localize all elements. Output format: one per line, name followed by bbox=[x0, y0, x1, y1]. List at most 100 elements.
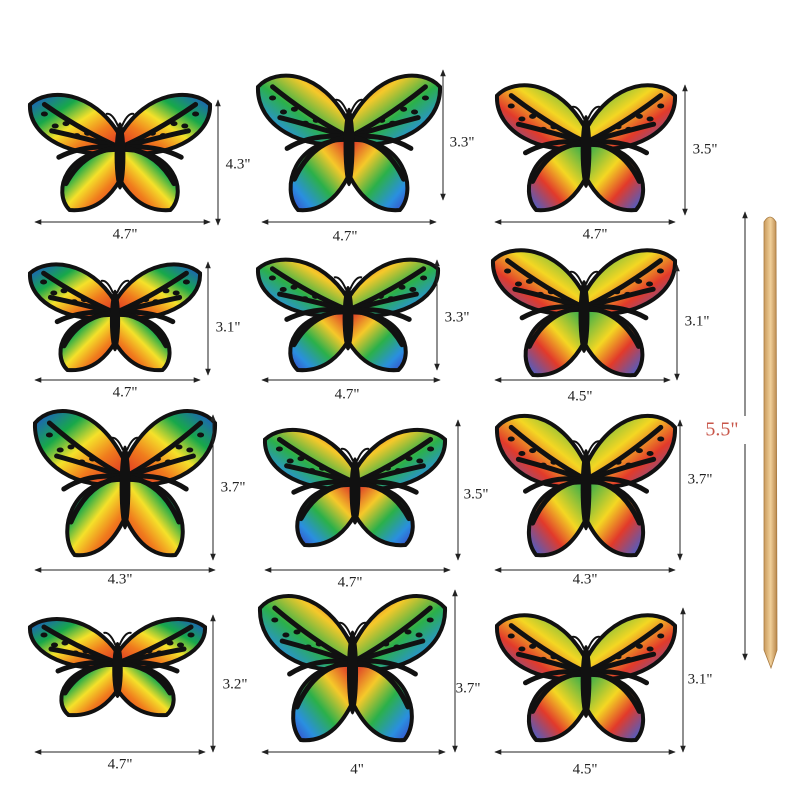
wing-spot bbox=[646, 451, 654, 456]
wing-spot bbox=[62, 121, 70, 127]
butterfly-wings bbox=[345, 257, 441, 373]
antennae bbox=[338, 621, 367, 636]
wing-spot bbox=[614, 124, 622, 130]
wing-spot bbox=[507, 436, 515, 442]
wing-spot bbox=[177, 642, 184, 648]
wing-spot bbox=[181, 123, 189, 129]
height-label: 3.3" bbox=[445, 309, 470, 325]
wing bbox=[288, 137, 351, 213]
wing-spot bbox=[411, 109, 419, 115]
wing-spot bbox=[78, 459, 86, 465]
wing-spot bbox=[159, 133, 167, 139]
butterfly bbox=[255, 73, 443, 213]
wing-spot bbox=[40, 279, 48, 285]
butterfly-body bbox=[342, 286, 354, 351]
butterfly-body bbox=[346, 630, 359, 715]
width-label: 4.7" bbox=[113, 226, 138, 242]
wing-spot bbox=[504, 268, 512, 274]
wing-vein bbox=[583, 477, 642, 526]
wing-spot bbox=[172, 290, 180, 296]
antennae bbox=[571, 440, 601, 454]
butterfly-wings bbox=[27, 617, 120, 718]
wing-spot bbox=[405, 456, 413, 462]
wing-spot bbox=[550, 124, 558, 130]
antennae bbox=[571, 105, 601, 120]
wing-spot bbox=[286, 458, 294, 464]
wing-spot bbox=[624, 291, 632, 297]
wing-spot bbox=[268, 275, 276, 281]
wing-spot bbox=[416, 458, 424, 464]
wing-spot bbox=[175, 444, 183, 450]
wing-vein bbox=[61, 310, 118, 349]
width-label: 4.7" bbox=[108, 756, 133, 772]
wing-spot bbox=[389, 120, 397, 126]
butterfly-wings bbox=[122, 409, 218, 558]
wing-spot bbox=[182, 279, 190, 285]
wing-spot bbox=[142, 297, 150, 303]
wing-spot bbox=[50, 290, 58, 296]
wing-spot bbox=[80, 297, 88, 303]
wing-vein bbox=[583, 139, 642, 184]
wing bbox=[582, 307, 645, 378]
wing-spot bbox=[518, 646, 526, 652]
wing-spot bbox=[166, 640, 174, 646]
wing-spot bbox=[539, 462, 547, 468]
butterfly-wings bbox=[346, 73, 443, 213]
wing-spot bbox=[279, 287, 287, 292]
wing-spot bbox=[312, 293, 320, 299]
butterfly-wings bbox=[494, 413, 589, 558]
width-label: 4.5" bbox=[568, 388, 593, 404]
wing-spot bbox=[613, 289, 621, 295]
wing-vein bbox=[352, 480, 412, 522]
butterfly-body bbox=[114, 122, 126, 190]
butterfly-body bbox=[119, 445, 131, 530]
wing-spot bbox=[297, 456, 305, 462]
wing-spot bbox=[409, 287, 417, 292]
antennae bbox=[334, 98, 364, 113]
wing-spot bbox=[625, 462, 633, 468]
wing-spot bbox=[507, 633, 515, 639]
antennae bbox=[100, 279, 130, 294]
wing-spot bbox=[51, 642, 58, 648]
wing-spot bbox=[635, 643, 643, 649]
wing-spot bbox=[156, 650, 163, 656]
butterfly bbox=[494, 613, 678, 743]
wing-spot bbox=[186, 447, 194, 453]
wing bbox=[350, 662, 414, 743]
wing-spot bbox=[271, 617, 279, 623]
wing-spot bbox=[82, 648, 90, 654]
antennae bbox=[571, 635, 601, 650]
wing-spot bbox=[657, 633, 665, 639]
wing-spot bbox=[518, 116, 526, 122]
butterfly-wings bbox=[27, 262, 118, 373]
width-label: 4.3" bbox=[573, 571, 598, 587]
wing-spot bbox=[290, 106, 298, 112]
butterfly-wings bbox=[112, 262, 203, 373]
wing-spot bbox=[308, 468, 316, 474]
butterfly-wings bbox=[255, 257, 351, 373]
butterfly-body bbox=[112, 642, 123, 698]
wing-spot bbox=[51, 123, 59, 129]
wing-vein bbox=[530, 477, 589, 526]
butterfly-wings bbox=[583, 613, 678, 743]
wing-spot bbox=[404, 629, 412, 635]
height-label: 3.7" bbox=[688, 471, 713, 487]
width-label: 4.7" bbox=[113, 384, 138, 400]
antennae bbox=[103, 631, 132, 646]
wing-spot bbox=[40, 632, 48, 638]
height-label: 3.7" bbox=[221, 479, 246, 495]
wing-spot bbox=[293, 629, 301, 635]
wing-spot bbox=[415, 632, 423, 638]
butterfly-wings bbox=[117, 92, 213, 213]
wing-spot bbox=[187, 632, 195, 638]
wing-spot bbox=[529, 643, 537, 649]
wing-spot bbox=[635, 113, 643, 119]
antennae bbox=[110, 436, 140, 451]
butterfly bbox=[494, 83, 678, 213]
wing-vein bbox=[112, 310, 169, 349]
wing-spot bbox=[145, 648, 153, 654]
wing-vein bbox=[68, 474, 128, 525]
wing bbox=[526, 480, 588, 558]
butterfly-body bbox=[349, 457, 361, 525]
